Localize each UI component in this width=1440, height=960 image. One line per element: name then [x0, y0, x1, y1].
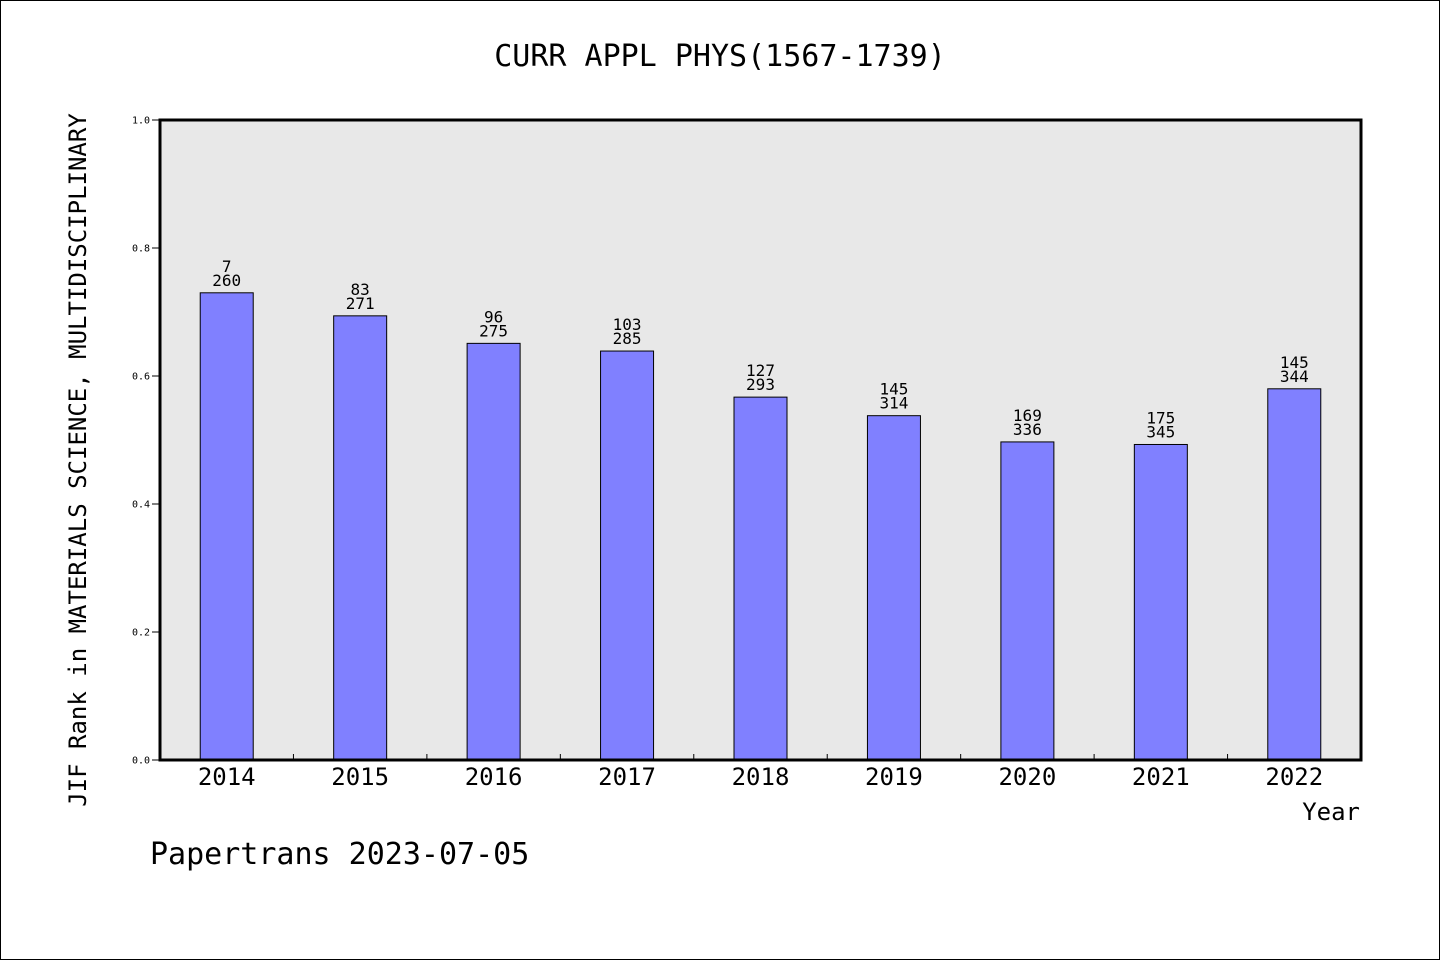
x-tick-label: 2020 — [998, 763, 1056, 791]
y-axis-label: JIF Rank in MATERIALS SCIENCE, MULTIDISC… — [64, 113, 92, 807]
data-label-total: 285 — [613, 329, 642, 348]
y-tick-label: 0.8 — [132, 244, 150, 255]
data-label-rank: 145 — [879, 380, 908, 399]
bar — [333, 315, 388, 761]
data-label-total: 314 — [879, 394, 908, 413]
chart-title: CURR APPL PHYS(1567-1739) — [494, 39, 946, 74]
bar — [866, 415, 921, 761]
x-tick-label: 2017 — [598, 763, 656, 791]
x-tick-label: 2019 — [865, 763, 923, 791]
y-tick-label: 0.4 — [132, 500, 150, 511]
data-label-total: 293 — [746, 375, 775, 394]
bar — [1133, 443, 1188, 761]
data-label-rank: 7 — [222, 257, 232, 276]
bar — [1000, 441, 1055, 761]
bar — [600, 350, 655, 761]
plot-frame — [158, 118, 1363, 762]
data-label-total: 344 — [1280, 367, 1309, 386]
data-label-total: 260 — [212, 271, 241, 290]
data-label-rank: 96 — [484, 307, 503, 326]
y-tick-label: 0.2 — [132, 628, 150, 639]
x-tick-label: 2018 — [732, 763, 790, 791]
data-label-rank: 127 — [746, 361, 775, 380]
x-tick-label: 2016 — [465, 763, 523, 791]
footer-text: Papertrans 2023-07-05 — [150, 837, 529, 872]
bar — [466, 342, 521, 761]
x-tick-label: 2021 — [1132, 763, 1190, 791]
data-label-rank: 103 — [613, 315, 642, 334]
x-tick-label: 2014 — [198, 763, 256, 791]
y-tick-label: 0.0 — [132, 756, 150, 767]
x-tick-label: 2022 — [1265, 763, 1323, 791]
data-label-total: 336 — [1013, 420, 1042, 439]
x-axis-label: Year — [1302, 798, 1360, 826]
data-label-total: 275 — [479, 321, 508, 340]
x-axis-ticks: 2014 2015 2016 2017 2018 2019 2020 2021 2022 — [198, 754, 1323, 791]
y-tick-label: 1.0 — [132, 116, 150, 127]
y-tick-label: 0.6 — [132, 372, 150, 383]
data-label-rank: 175 — [1146, 408, 1175, 427]
data-label-total: 345 — [1146, 422, 1175, 441]
data-label-total: 271 — [346, 294, 375, 313]
bar — [199, 292, 254, 761]
bar — [733, 396, 788, 761]
x-tick-label: 2015 — [331, 763, 389, 791]
bar — [1267, 388, 1322, 761]
data-label-rank: 169 — [1013, 406, 1042, 425]
data-label-rank: 83 — [351, 280, 370, 299]
data-label-rank: 145 — [1280, 353, 1309, 372]
